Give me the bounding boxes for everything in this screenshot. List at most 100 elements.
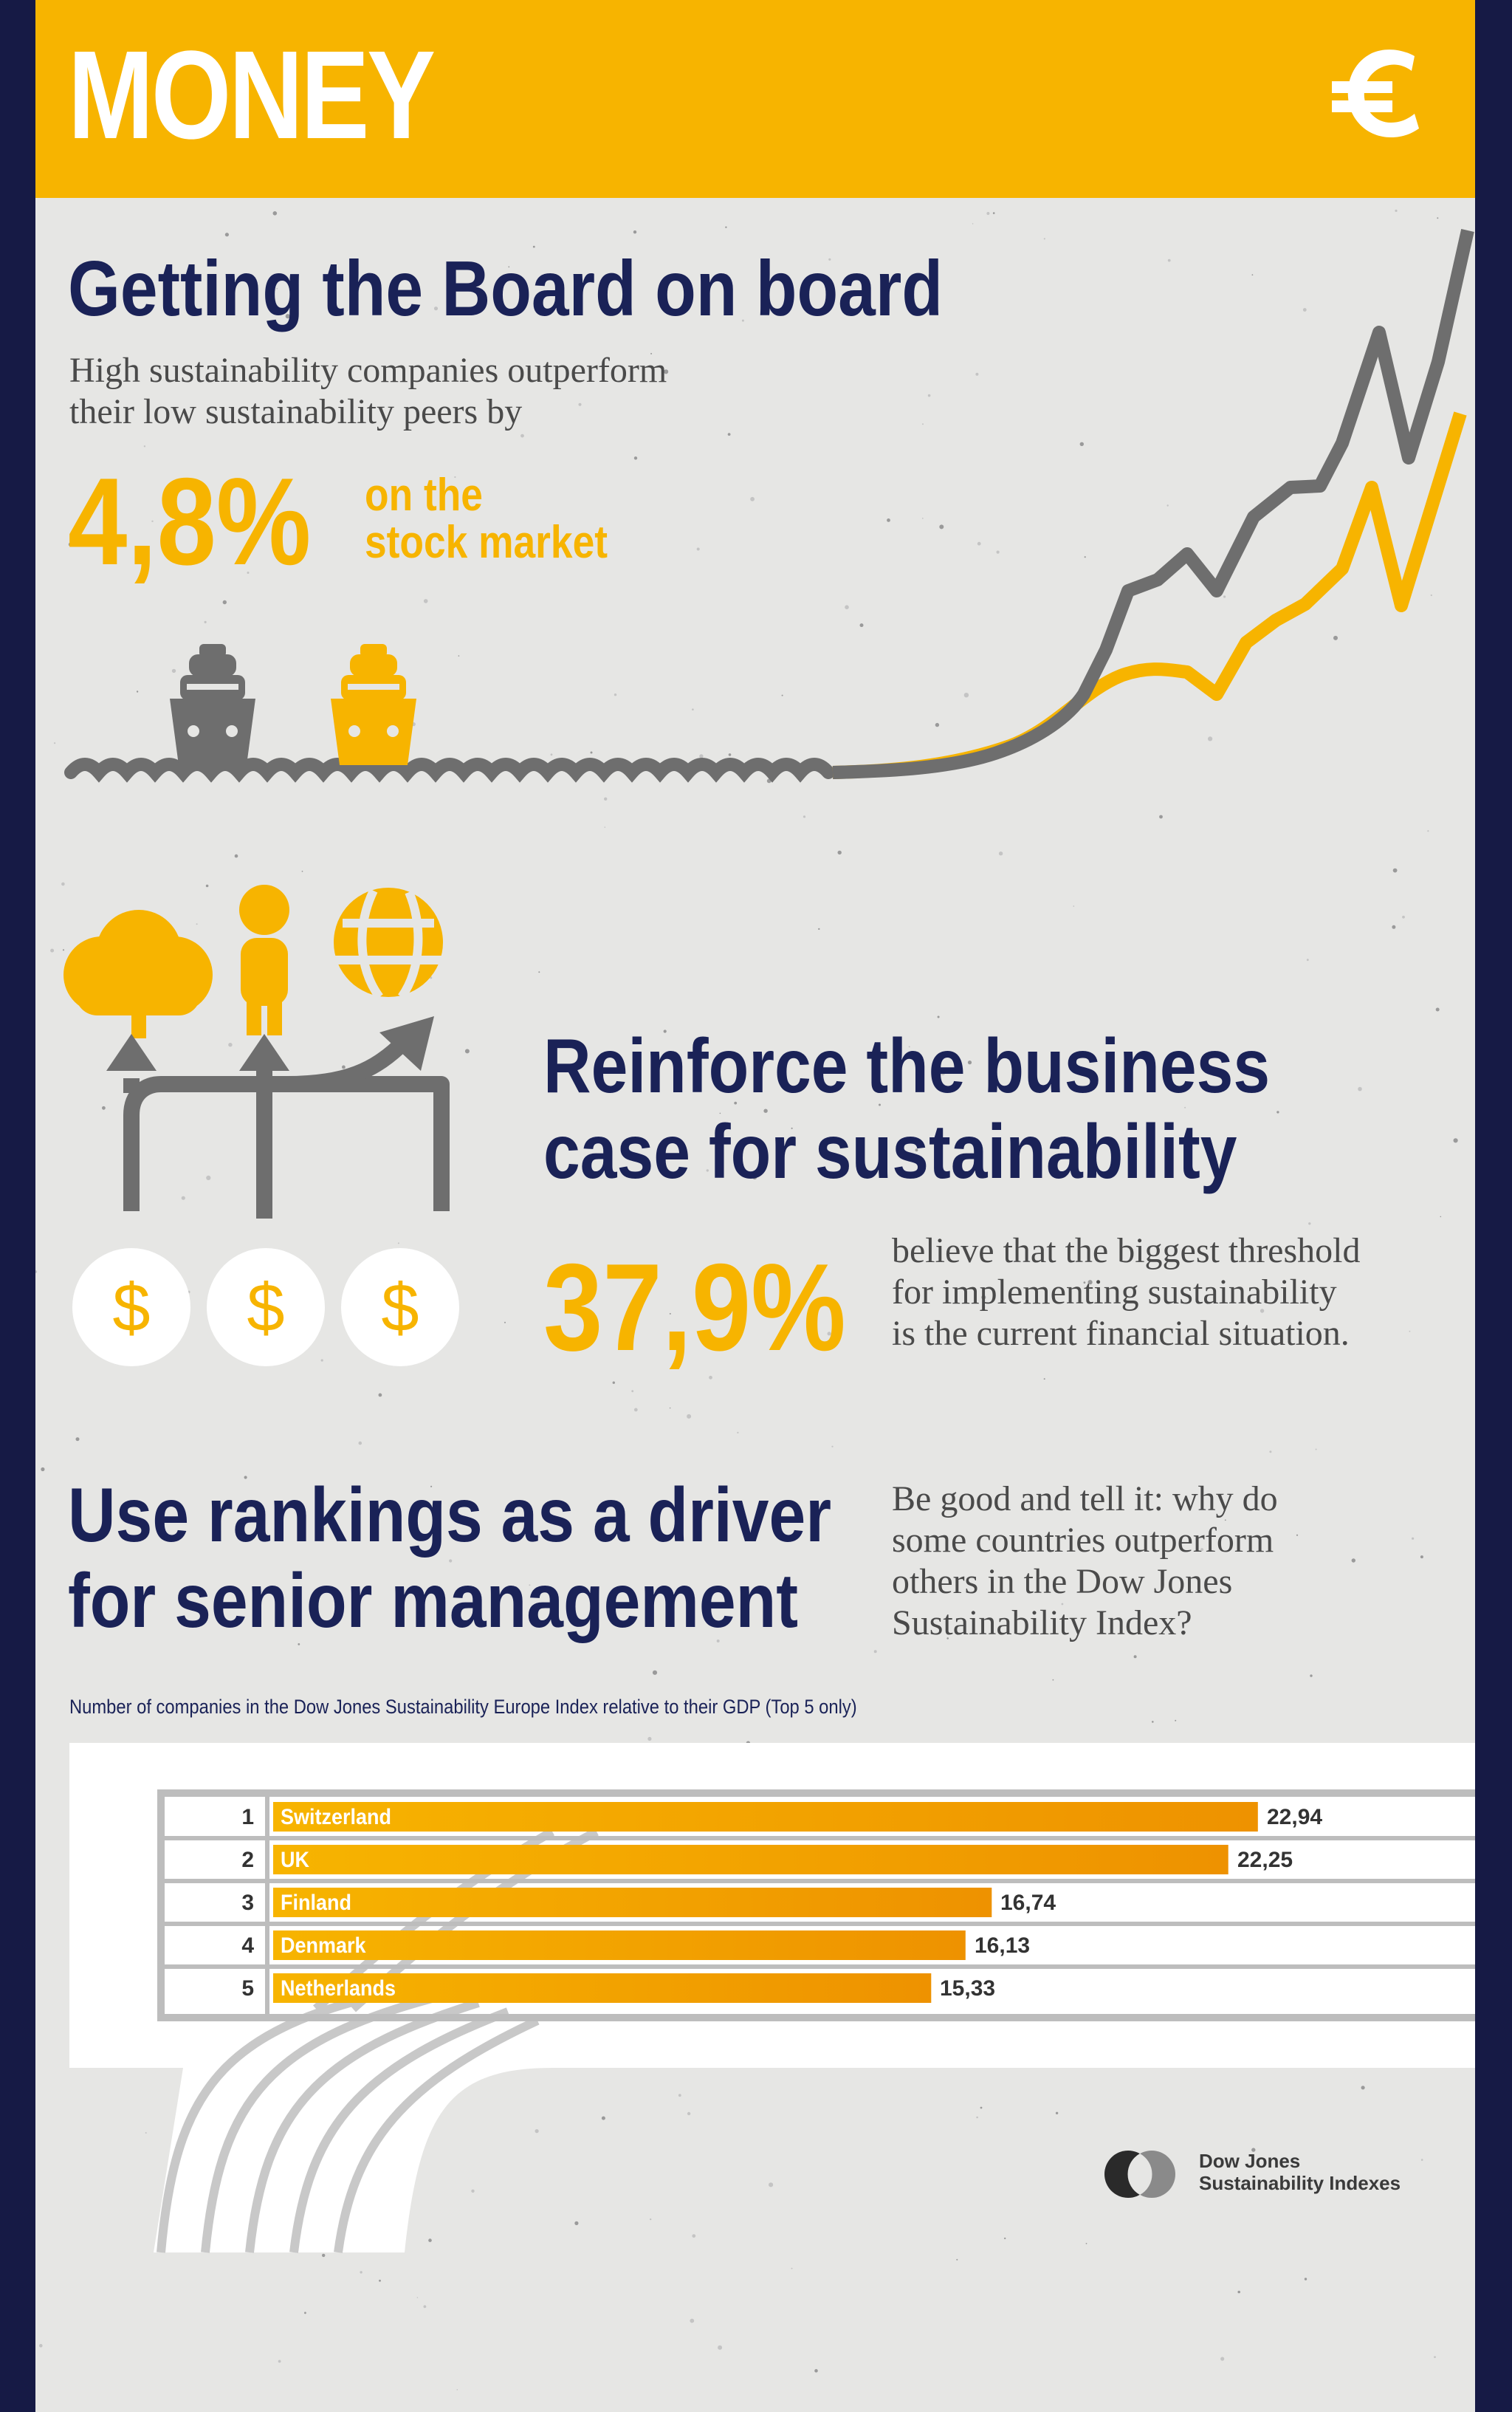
section2-text-line1: believe that the biggest threshold (892, 1231, 1361, 1270)
speckle-dot (145, 2132, 147, 2134)
speckle-dot (986, 212, 990, 215)
section1-percent: 4,8% (68, 452, 312, 591)
country-label: Denmark (281, 1933, 366, 1958)
country-label: Switzerland (281, 1805, 392, 1829)
speckle-dot (692, 708, 694, 710)
speckle-dot (601, 2116, 605, 2120)
speckle-dot (360, 2271, 362, 2274)
speckle-dot (454, 476, 456, 479)
speckle-dot (1043, 1378, 1045, 1380)
speckle-dot (981, 1295, 986, 1300)
speckle-dot (1392, 868, 1398, 873)
speckle-dot (845, 605, 849, 609)
arrow-heads (106, 1016, 434, 1071)
speckle-dot (1085, 2243, 1087, 2244)
ranking-table-background (69, 1743, 1475, 2253)
speckle-dot (699, 754, 704, 758)
speckle-dot (342, 1065, 346, 1069)
speckle-dot (285, 314, 290, 319)
speckle-dot (1251, 2148, 1256, 2152)
speckle-dot (687, 1414, 692, 1419)
section1-text-line2: their low sustainability peers by (69, 392, 523, 431)
speckle-dot (423, 599, 428, 603)
speckle-dot (234, 854, 238, 858)
speckle-dot (1310, 1674, 1313, 1677)
speckle-dot (54, 742, 56, 744)
speckle-dot (1159, 815, 1163, 819)
speckle-dot (972, 223, 974, 225)
speckle-dot (706, 1169, 709, 1172)
speckle-dot (650, 2218, 652, 2221)
country-label: Finland (281, 1891, 351, 1915)
rank-label: 2 (241, 1848, 254, 1872)
speckle-dot (650, 352, 653, 354)
speckle-dot (204, 620, 207, 624)
section1-sub-line1: on the (365, 470, 483, 521)
arrows-icon (123, 1035, 450, 1219)
speckle-dot (873, 1170, 876, 1172)
speckle-dot (508, 266, 510, 268)
speckle-dot (471, 2189, 475, 2193)
country-label: Netherlands (281, 1976, 396, 2001)
speckle-dot (1152, 1721, 1154, 1723)
grey-ship-icon (170, 644, 255, 765)
speckle-dot (1223, 595, 1226, 598)
infographic-panel: MONEY Getting the Board on board High su… (35, 0, 1475, 2412)
speckle-dot (908, 1046, 910, 1048)
speckle-dot (1430, 594, 1432, 597)
speckle-dot (725, 226, 727, 228)
stock-chart-illustration (64, 229, 1474, 783)
speckle-dot (1333, 635, 1338, 640)
svg-text:$: $ (112, 1270, 150, 1346)
speckle-dot (416, 2297, 419, 2298)
speckle-dot (1269, 1450, 1272, 1453)
speckle-dot (456, 2389, 458, 2391)
euro-icon (1332, 49, 1419, 137)
speckle-dot (532, 245, 535, 248)
speckle-dot (301, 871, 303, 872)
speckle-dot (818, 928, 820, 931)
speckle-dot (458, 655, 460, 657)
speckle-dot (604, 826, 606, 828)
value-label: 22,25 (1237, 1848, 1293, 1872)
speckle-dot (358, 1441, 362, 1445)
speckle-dot (1276, 1111, 1279, 1114)
section3-title-line1: Use rankings as a driver (68, 1473, 832, 1558)
speckle-dot (1440, 1216, 1442, 1218)
speckle-dot (737, 1431, 739, 1433)
speckle-dot (692, 2234, 696, 2238)
speckle-dot (956, 2258, 958, 2261)
speckle-dot (741, 319, 744, 322)
svg-text:$: $ (247, 1270, 284, 1346)
speckle-dot (590, 751, 593, 754)
speckle-dot (998, 852, 1003, 856)
speckle-dot (423, 2305, 427, 2309)
bar-finland (273, 1888, 992, 1917)
speckle-dot (62, 949, 65, 951)
section2-text-line2: for implementing sustainability (892, 1272, 1337, 1312)
speckle-dot (224, 233, 229, 237)
speckle-dot (535, 2129, 539, 2134)
speckle-dot (967, 1061, 972, 1065)
speckle-dot (669, 1312, 671, 1315)
speckle-dot (873, 1650, 877, 1654)
speckle-dot (980, 2106, 983, 2109)
speckle-dot (574, 2221, 579, 2225)
value-label: 16,74 (1000, 1891, 1056, 1915)
speckle-dot (992, 212, 995, 214)
speckle-dot (1412, 1537, 1415, 1540)
section2-title-line1: Reinforce the business (543, 1024, 1271, 1109)
section3-title-line2: for senior management (68, 1558, 799, 1644)
section2-percent: 37,9% (543, 1238, 846, 1377)
speckle-dot (975, 372, 979, 376)
speckle-dot (828, 258, 831, 261)
bar-uk (273, 1845, 1228, 1874)
high-sustainability-line (832, 229, 1474, 779)
dollar-coin-icon-2: $ (207, 1248, 325, 1366)
rank-label: 3 (241, 1891, 254, 1915)
speckle-dot (709, 1375, 712, 1380)
header-title: MONEY (68, 25, 436, 165)
speckle-dot (433, 306, 439, 311)
speckle-dot (1166, 504, 1169, 507)
section3-text-line3: others in the Dow Jones (892, 1562, 1233, 1601)
